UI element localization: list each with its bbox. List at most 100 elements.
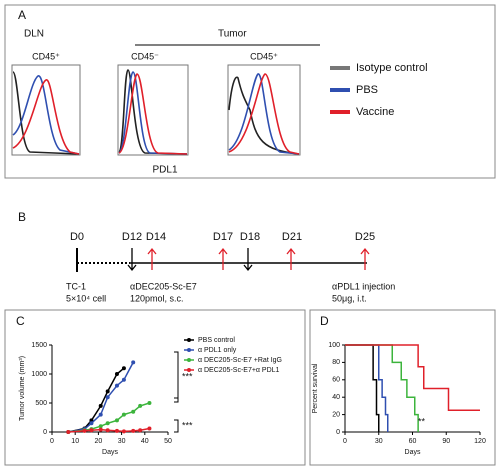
data-point: [131, 428, 136, 433]
arrow-down: [127, 248, 137, 272]
x-tick-label: 50: [164, 438, 172, 445]
day-labels: D0 D12 D14 D17 D18 D21 D25: [70, 231, 375, 243]
histogram-curve: [118, 69, 188, 155]
x-tick-label: 0: [343, 438, 347, 445]
legend-marker: [187, 368, 191, 372]
legend-label: α PDL1 only: [198, 347, 237, 354]
x-tick-label: 20: [95, 438, 103, 445]
data-point: [89, 428, 94, 433]
data-point: [131, 409, 136, 414]
histogram-curve: [228, 76, 300, 155]
legend-marker: [187, 358, 191, 362]
legend-label: Isotype control: [356, 62, 428, 74]
y-tick-label: 1500: [31, 342, 47, 349]
arrow-up: [286, 247, 296, 270]
arrow-up: [218, 247, 228, 270]
note: αDEC205-Sc-E7: [130, 281, 197, 291]
day-label: D17: [213, 231, 233, 243]
survival-curve: [345, 344, 380, 432]
data-point: [98, 424, 103, 429]
data-point: [105, 395, 110, 400]
data-point: [82, 428, 87, 433]
x-tick-label: 0: [50, 438, 54, 445]
note: 50μg, i.t.: [332, 293, 367, 303]
histogram-curve: [118, 71, 188, 155]
legend-label: PBS: [356, 84, 378, 96]
legend-label: α DEC205-Sc-E7+α PDL1: [198, 367, 280, 374]
histogram-box: [117, 64, 189, 156]
arrow-up: [147, 247, 157, 270]
series-line: [68, 402, 150, 433]
data-point: [105, 421, 110, 426]
series-line: [68, 427, 150, 433]
data-point: [121, 366, 126, 371]
panel-label: D: [320, 314, 329, 328]
x-axis-label: Days: [102, 449, 118, 456]
y-axis-label: Percent survival: [312, 363, 319, 413]
group-label: Tumor: [218, 29, 247, 40]
axis-label: PDL1: [152, 165, 177, 176]
legend-label: PBS control: [198, 337, 235, 344]
legend-marker: [187, 338, 191, 342]
day-label: D14: [146, 231, 166, 243]
histogram-curve: [228, 73, 300, 155]
panel-frame: [4, 4, 496, 179]
data-point: [105, 428, 110, 433]
x-tick-label: 40: [141, 438, 149, 445]
x-tick-label: 60: [409, 438, 417, 445]
y-tick-label: 60: [332, 377, 340, 384]
annotation: ***: [182, 420, 193, 430]
survival-curve: [345, 344, 480, 411]
histogram-curve: [12, 79, 80, 155]
data-point: [131, 360, 136, 365]
annotation: **: [418, 416, 426, 426]
note: 120pmol, s.c.: [130, 293, 184, 303]
data-point: [147, 401, 152, 405]
significance-bracket: [174, 351, 179, 433]
y-tick-label: 0: [336, 429, 340, 436]
data-point: [114, 383, 119, 388]
y-tick-label: 80: [332, 359, 340, 366]
panel-frame: [309, 309, 496, 466]
legend-label: Vaccine: [356, 106, 394, 118]
histogram-label: CD45⁻: [131, 51, 159, 61]
panel-label: A: [18, 8, 26, 22]
data-point: [121, 412, 126, 417]
note: αPDL1 injection: [332, 281, 395, 291]
histogram-curve: [228, 73, 300, 155]
data-point: [98, 403, 103, 408]
data-point: [138, 428, 143, 433]
arrow-up: [360, 247, 370, 270]
data-point: [98, 412, 103, 417]
data-point: [66, 430, 71, 434]
legend-marker: [187, 348, 191, 352]
series-line: [68, 367, 125, 433]
data-point: [114, 418, 119, 423]
data-point: [138, 403, 143, 408]
y-tick-label: 20: [332, 411, 340, 418]
panel-frame: [4, 309, 306, 466]
survival-curve: [345, 344, 389, 432]
histogram-label: CD45⁺: [32, 51, 60, 61]
histogram-curve: [12, 75, 80, 155]
data-point: [114, 372, 119, 376]
data-point: [89, 421, 94, 426]
y-tick-label: 1000: [31, 371, 47, 378]
histogram-box: [11, 64, 81, 156]
histogram-curve: [118, 73, 188, 155]
x-tick-label: 90: [442, 438, 450, 445]
histogram-label: CD45⁺: [250, 51, 278, 61]
data-point: [121, 429, 126, 434]
day-label: D0: [70, 231, 84, 243]
x-tick-label: 30: [375, 438, 383, 445]
series-line: [68, 362, 134, 433]
x-tick-label: 30: [118, 438, 126, 445]
y-tick-label: 40: [332, 394, 340, 401]
survival-curve: [345, 344, 419, 432]
data-point: [98, 427, 103, 432]
day-label: D25: [355, 231, 375, 243]
histogram-curve: [12, 71, 80, 155]
x-tick-label: 120: [474, 438, 486, 445]
data-point: [105, 389, 110, 394]
